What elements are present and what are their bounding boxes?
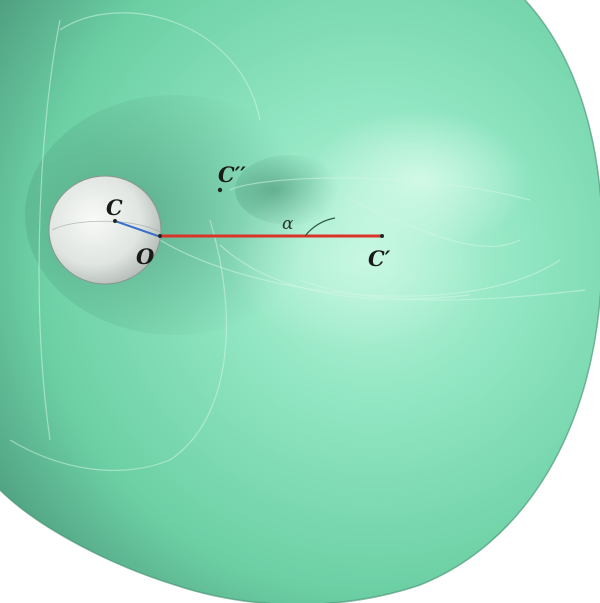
label-c-prime: C′ (368, 246, 391, 271)
label-c-double-prime: C′′ (218, 162, 246, 187)
point-c-marker (113, 219, 117, 223)
angle-arc-alpha (304, 217, 336, 237)
segment-c-o (114, 220, 159, 237)
surface-grid-lines (9, 12, 586, 472)
label-o: O (136, 244, 155, 269)
label-c: C (106, 195, 123, 220)
point-o-marker (158, 234, 162, 238)
point-c-double-prime-marker (217, 187, 223, 193)
point-c-prime-marker (380, 234, 384, 238)
small-sphere (48, 175, 162, 285)
label-alpha: α (282, 214, 294, 234)
